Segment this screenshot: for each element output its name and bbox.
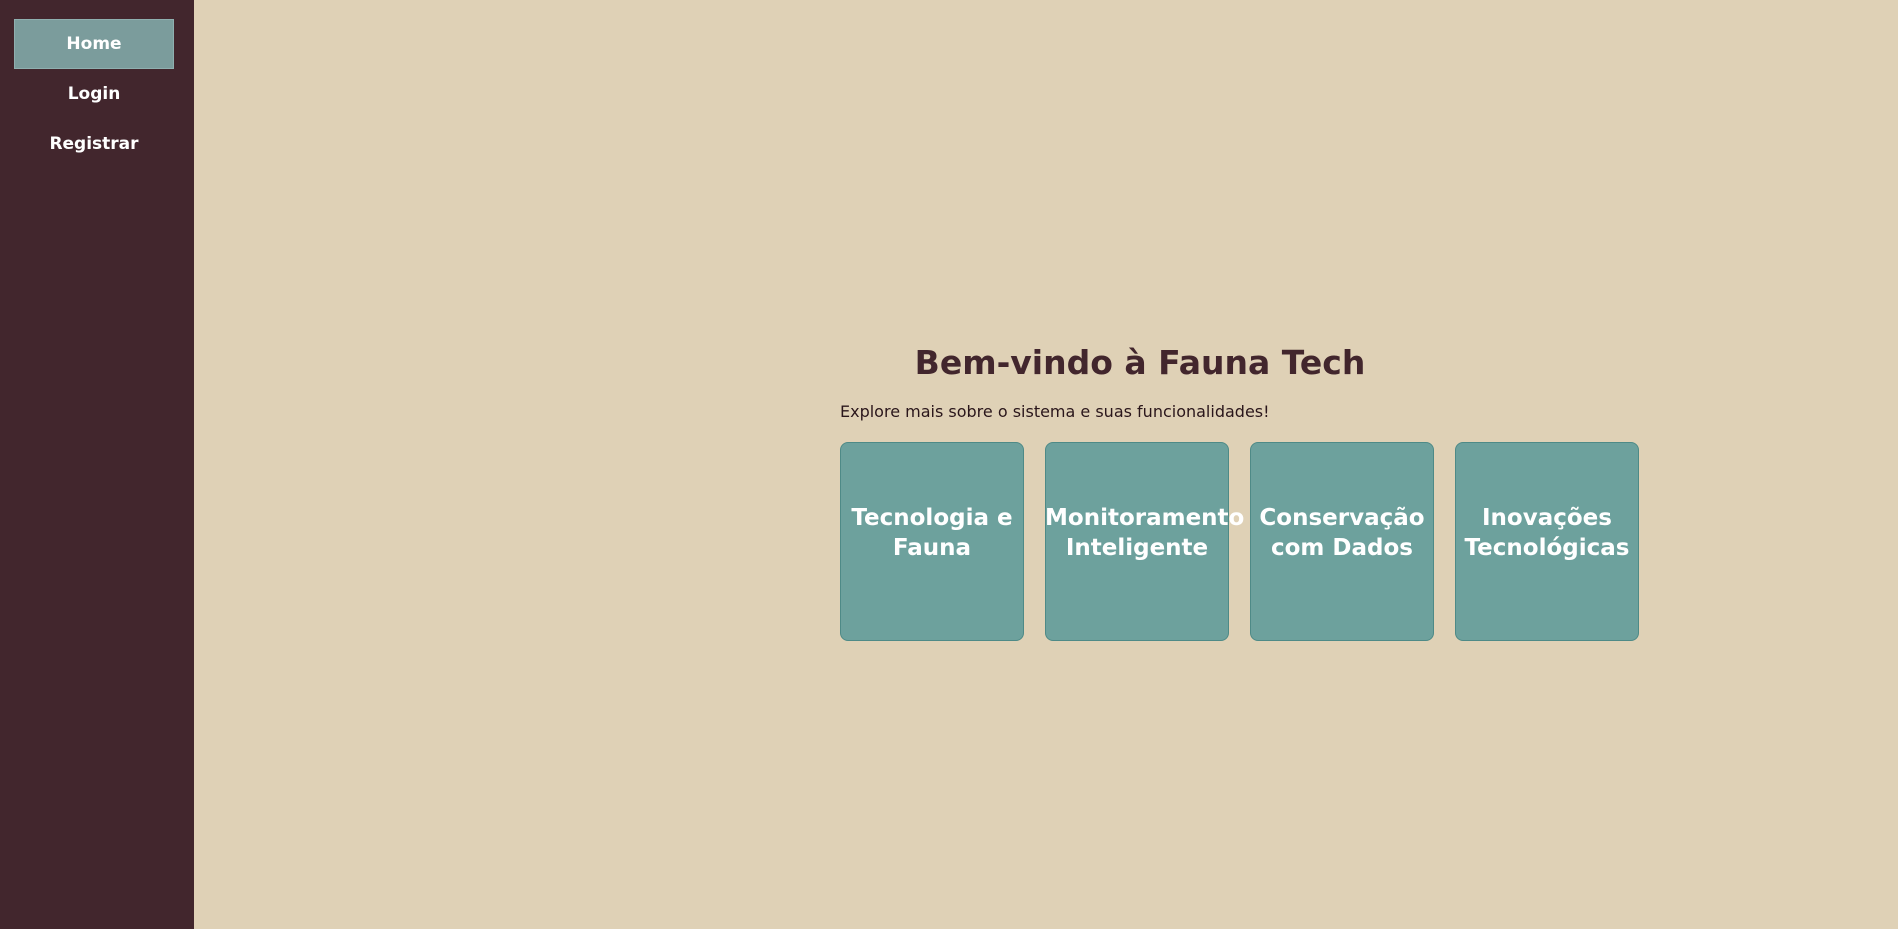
card-label: Inovações Tecnológicas <box>1464 505 1630 561</box>
card-label: Monitoramento Inteligente <box>1045 505 1245 561</box>
sidebar-item-login[interactable]: Login <box>67 84 121 104</box>
card-label: Tecnologia e Fauna <box>851 505 1013 561</box>
card-inovacoes-tecnologicas[interactable]: Inovações Tecnológicas <box>1455 442 1639 641</box>
sidebar: Home Login Registrar <box>0 0 194 929</box>
main-content: Bem-vindo à Fauna Tech Explore mais sobr… <box>194 0 1898 929</box>
card-label: Conservação com Dados <box>1259 505 1425 561</box>
page-subtitle: Explore mais sobre o sistema e suas func… <box>840 402 1270 421</box>
sidebar-item-home[interactable]: Home <box>14 19 174 69</box>
card-tecnologia-e-fauna[interactable]: Tecnologia e Fauna <box>840 442 1024 641</box>
feature-cards: Tecnologia e Fauna Monitoramento Intelig… <box>840 442 1639 641</box>
page-title: Bem-vindo à Fauna Tech <box>914 343 1366 382</box>
card-monitoramento-inteligente[interactable]: Monitoramento Inteligente <box>1045 442 1245 641</box>
sidebar-item-registrar[interactable]: Registrar <box>49 134 139 154</box>
card-conservacao-com-dados[interactable]: Conservação com Dados <box>1250 442 1434 641</box>
